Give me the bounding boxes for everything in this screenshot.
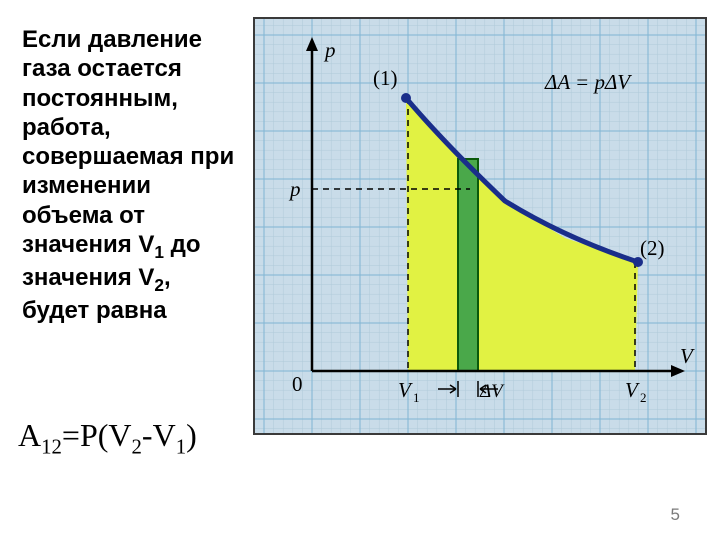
page-number: 5 (671, 505, 680, 525)
formula-eq: =P(V (62, 417, 132, 453)
svg-text:ΔA = pΔV: ΔA = pΔV (544, 70, 632, 94)
svg-text:(1): (1) (373, 66, 398, 90)
desc-sub1: 1 (154, 242, 164, 262)
svg-text:0: 0 (292, 372, 303, 396)
desc-main: Если давление газа остается постоянным, … (22, 26, 234, 258)
svg-text:p: p (323, 38, 336, 62)
description-text: Если давление газа остается постоянным, … (22, 25, 237, 325)
formula-As: 12 (41, 435, 62, 458)
pv-chart: pV0pV1V2ΔV(1)(2)ΔA = pΔV (253, 17, 707, 435)
formula-close: ) (186, 417, 197, 453)
desc-sub2: 2 (154, 275, 164, 295)
svg-text:1: 1 (413, 390, 420, 405)
slide: { "text":{ "line":"Если давление газа ос… (0, 0, 720, 540)
formula-A: A (18, 417, 41, 453)
formula-v2: 2 (132, 435, 142, 458)
svg-text:V: V (625, 378, 640, 402)
svg-text:V: V (680, 344, 695, 368)
formula-v1: 1 (176, 435, 186, 458)
svg-text:p: p (288, 177, 301, 201)
svg-text:ΔV: ΔV (479, 381, 505, 402)
chart-svg: pV0pV1V2ΔV(1)(2)ΔA = pΔV (255, 19, 705, 433)
svg-text:(2): (2) (640, 236, 665, 260)
formula: A12=P(V2-V1) (18, 417, 197, 459)
svg-text:2: 2 (640, 390, 647, 405)
svg-text:V: V (398, 378, 413, 402)
formula-dash: -V (142, 417, 176, 453)
